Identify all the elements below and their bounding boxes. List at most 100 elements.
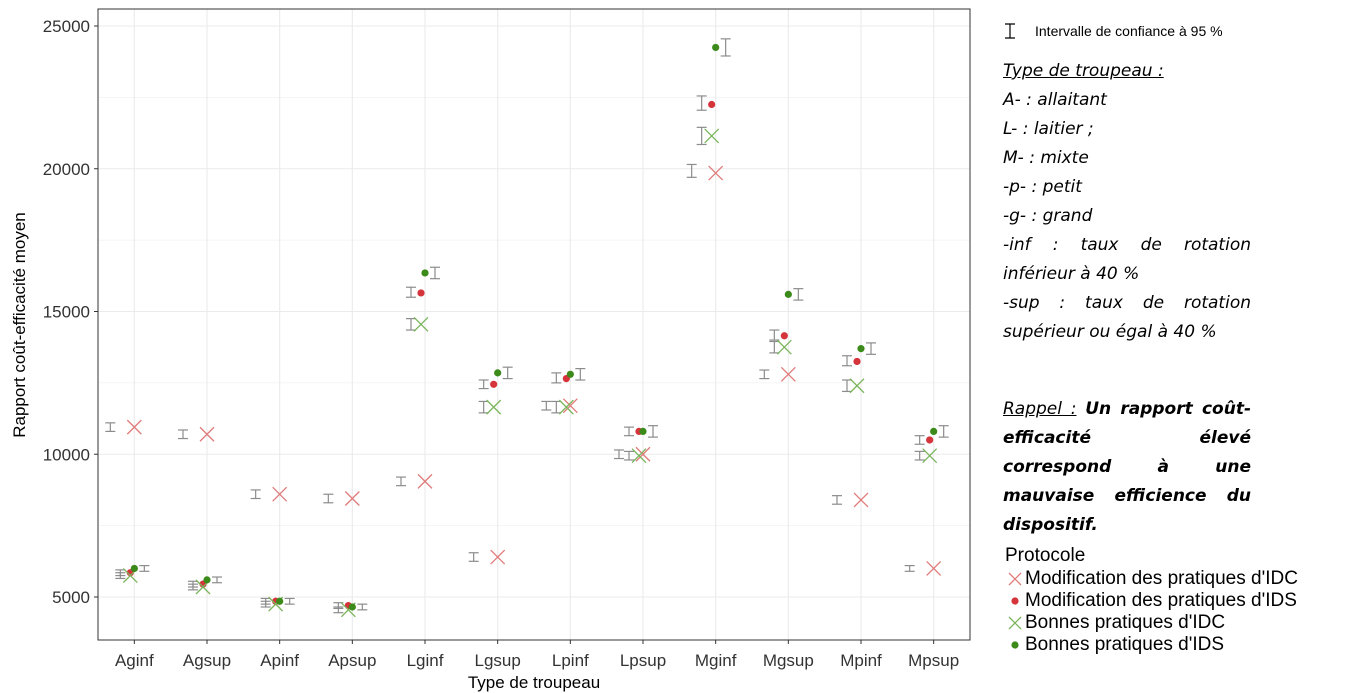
legend-title: Protocole xyxy=(1005,545,1086,566)
protocol-legend: Protocole Modification des pratiques d'I… xyxy=(1005,545,1298,656)
data-point xyxy=(344,491,360,506)
x-tick-label: Lginf xyxy=(407,651,444,670)
ci-bar xyxy=(759,369,770,380)
y-tick-label: 5000 xyxy=(52,588,90,607)
ci-bar xyxy=(793,288,804,301)
ci-bar xyxy=(842,379,852,393)
ci-bar xyxy=(769,329,780,341)
cross-marker xyxy=(413,316,429,332)
data-point xyxy=(635,446,651,462)
dot-marker-icon xyxy=(1011,597,1019,605)
ci-bar xyxy=(832,495,842,505)
x-tick-label: Mginf xyxy=(695,651,737,670)
ci-bar xyxy=(720,38,731,57)
ci-bar xyxy=(624,450,634,461)
cross-marker xyxy=(490,549,506,565)
ci-bar-icon xyxy=(1005,23,1015,39)
cross-marker xyxy=(780,366,796,382)
cross-marker xyxy=(199,426,215,442)
data-point xyxy=(784,290,792,298)
data-point xyxy=(126,419,142,435)
legend-item: Modification des pratiques d'IDS xyxy=(1005,590,1298,612)
ci-bar xyxy=(406,286,416,298)
ci-bar xyxy=(686,163,697,178)
data-point xyxy=(926,560,942,576)
y-tick-label: 15000 xyxy=(43,303,90,322)
data-point xyxy=(639,427,647,436)
data-point xyxy=(704,128,720,144)
rappel-text: Un rapport coût-efficacité élevé corresp… xyxy=(1003,399,1252,535)
x-tick-label: Mpsup xyxy=(908,651,959,670)
ci-bar xyxy=(430,266,440,280)
legend-label: Bonnes pratiques d'IDS xyxy=(1025,634,1225,655)
ci-bar xyxy=(260,600,271,608)
data-point xyxy=(130,564,138,573)
ci-bar xyxy=(323,493,334,504)
cross-marker xyxy=(635,446,651,462)
ci-bar xyxy=(502,366,513,380)
x-tick-label: Mgsup xyxy=(763,651,814,670)
x-tick-label: Aginf xyxy=(115,651,154,670)
data-point xyxy=(421,269,429,277)
y-tick-label: 20000 xyxy=(43,160,90,179)
cross-marker xyxy=(922,448,938,464)
legend-label: Modification des pratiques d'IDC xyxy=(1025,568,1298,589)
legend-item: Bonnes pratiques d'IDS xyxy=(1005,634,1298,656)
ci-bar xyxy=(696,126,707,146)
ci-bar xyxy=(914,450,925,461)
cross-marker xyxy=(704,128,720,144)
data-point xyxy=(486,399,502,415)
ci-legend-label: Intervalle de confiance à 95 % xyxy=(1035,23,1223,39)
chart-marks xyxy=(105,38,949,618)
data-point xyxy=(413,316,429,332)
ci-bar xyxy=(696,95,707,111)
cross-marker xyxy=(849,378,865,394)
notes-sup: -sup : taux de rotation supérieur ou éga… xyxy=(1003,293,1251,342)
y-tick-label: 25000 xyxy=(43,17,90,36)
x-tick-label: Lgsup xyxy=(475,651,521,670)
notes-inf: -inf : taux de rotation inférieur à 40 % xyxy=(1003,235,1251,284)
notes-line: A- : allaitant xyxy=(1003,90,1107,110)
legend-label: Modification des pratiques d'IDS xyxy=(1025,590,1297,611)
cross-marker-icon xyxy=(1008,572,1022,586)
cross-marker xyxy=(486,399,502,415)
ci-bar xyxy=(866,342,876,355)
x-axis-label: Type de troupeau xyxy=(468,673,600,692)
x-tick-label: Apsup xyxy=(328,651,376,670)
x-axis: Aginf Agsup Apinf Apsup Lginf Lgsup Lpinf Lpsup… xyxy=(115,640,959,670)
notes-title: Type de troupeau : xyxy=(1003,61,1164,81)
dot-marker-icon xyxy=(1011,641,1019,649)
x-tick-label: Agsup xyxy=(183,651,231,670)
notes-line: M- : mixte xyxy=(1003,148,1089,168)
ci-bar xyxy=(396,476,406,487)
x-tick-label: Lpsup xyxy=(620,651,666,670)
y-axis-label: Rapport coût-efficacité moyen xyxy=(10,212,29,438)
ci-bar xyxy=(614,449,624,460)
grid-lines xyxy=(98,9,970,640)
cross-marker xyxy=(417,473,433,489)
cross-marker xyxy=(558,399,574,415)
data-point xyxy=(853,492,869,508)
cross-marker xyxy=(126,419,142,435)
ci-bar xyxy=(139,564,150,572)
ci-bar xyxy=(115,572,126,580)
cross-marker-icon xyxy=(1008,616,1022,630)
data-point xyxy=(857,345,865,353)
x-tick-label: Apinf xyxy=(260,651,299,670)
cross-marker xyxy=(853,492,869,508)
ci-bar xyxy=(541,400,552,411)
data-point xyxy=(417,289,425,297)
data-point xyxy=(631,448,647,464)
data-point xyxy=(708,100,716,109)
cross-marker xyxy=(562,398,578,414)
ci-bar xyxy=(357,603,368,611)
plot-panel-border xyxy=(97,8,971,641)
data-point xyxy=(348,603,356,611)
rappel-note: Rappel : Un rapport coût-efficacité élev… xyxy=(1003,395,1251,540)
data-point xyxy=(780,332,788,340)
ci-bar xyxy=(284,597,295,605)
ci-bar xyxy=(212,576,222,584)
x-tick-label: Lpinf xyxy=(552,651,589,670)
ci-legend: Intervalle de confiance à 95 % xyxy=(1003,22,1223,40)
data-point xyxy=(490,549,506,565)
